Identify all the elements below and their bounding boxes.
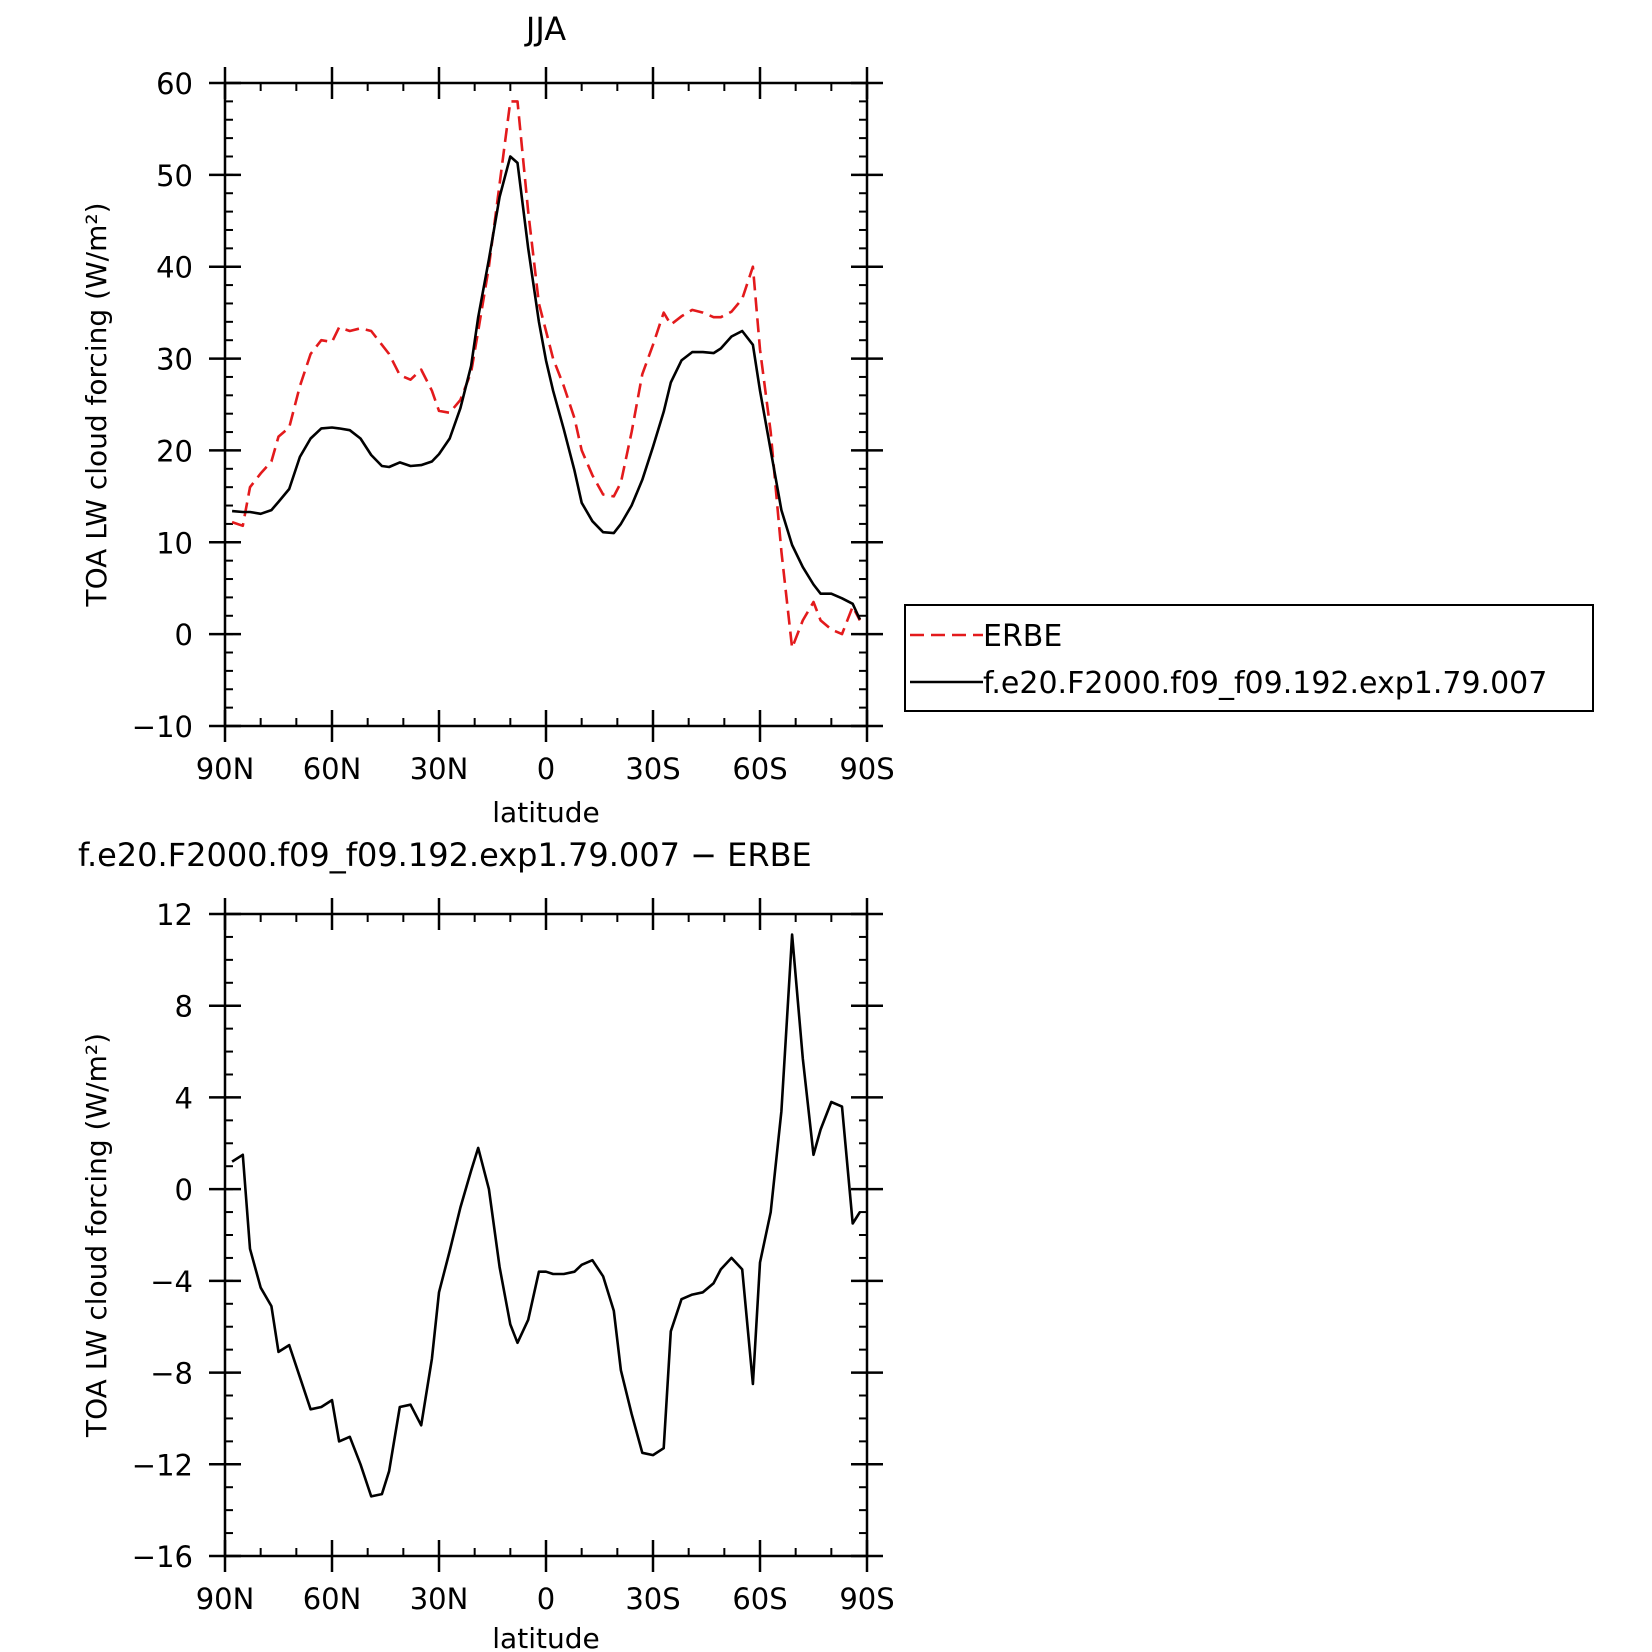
y-tick-label: 0 [175,1173,193,1207]
x-tick-label: 90N [196,1582,255,1616]
x-tick-label: 0 [537,752,555,786]
series-line-difference [231,933,861,1498]
x-tick-label: 30S [625,1582,680,1616]
x-axis-label: latitude [492,796,599,829]
y-tick-label: 50 [156,159,193,193]
top-panel: JJA 90N 60N 30N 0 30S 60S 90S 60 50 40 30 20 10 0 −10 la… [80,10,895,829]
y-tick-label: 60 [156,67,193,101]
plot-frame [223,81,869,728]
y-tick-label: 40 [156,251,193,285]
legend-label: ERBE [983,619,1062,654]
x-tick-label: 30N [410,1582,469,1616]
y-tick-label: 10 [156,526,193,560]
y-tick-label: −12 [132,1448,193,1482]
y-tick-label: −16 [132,1540,193,1574]
x-tick-label: 60N [303,1582,362,1616]
x-tick-label: 60S [732,1582,787,1616]
x-tick-label: 0 [537,1582,555,1616]
x-tick-label: 60S [732,752,787,786]
y-axis-label: TOA LW cloud forcing (W/m²) [80,203,113,608]
x-tick-label: 90S [839,1582,894,1616]
x-tick-label: 30S [625,752,680,786]
legend-box [904,604,1594,712]
bottom-panel: f.e20.F2000.f09_f09.192.exp1.79.007 − ER… [78,836,895,1652]
y-tick-label: 30 [156,343,193,377]
x-tick-label: 90S [839,752,894,786]
legend-label: f.e20.F2000.f09_f09.192.exp1.79.007 [983,666,1547,701]
plot-frame [223,912,869,1558]
series-line-f-e20-f2000-f09-f09-192-exp1-79-007 [231,155,862,620]
y-tick-label: 0 [175,618,193,652]
y-tick-label: −4 [150,1265,193,1299]
series-line-erbe [231,100,862,650]
y-tick-label: 8 [175,990,193,1024]
y-tick-label: 4 [175,1081,193,1115]
y-tick-label: 12 [156,898,193,932]
legend: ERBE f.e20.F2000.f09_f09.192.exp1.79.007 [904,604,1594,712]
x-axis-label: latitude [492,1622,599,1652]
x-tick-label: 30N [410,752,469,786]
y-tick-label: −8 [150,1357,193,1391]
chart-title: JJA [524,10,566,48]
chart-title: f.e20.F2000.f09_f09.192.exp1.79.007 − ER… [78,836,812,874]
x-tick-label: 90N [196,752,255,786]
y-tick-label: 20 [156,434,193,468]
x-tick-label: 60N [303,752,362,786]
y-axis-label: TOA LW cloud forcing (W/m²) [80,1033,113,1438]
y-tick-label: −10 [132,710,193,744]
